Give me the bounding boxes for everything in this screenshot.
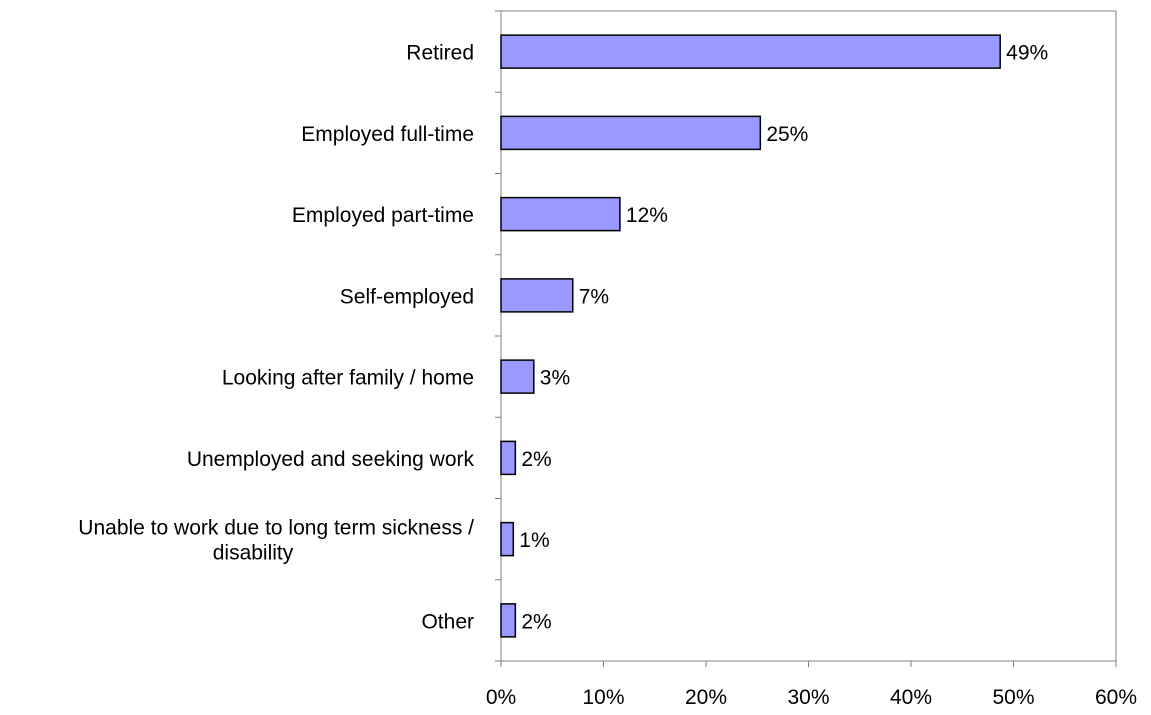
- data-label: 2%: [521, 610, 551, 633]
- data-label: 3%: [540, 367, 570, 390]
- data-label: 1%: [519, 529, 549, 552]
- bar: [500, 278, 574, 313]
- x-tick-label: 50%: [992, 686, 1034, 709]
- category-label: Employed part-time: [292, 204, 474, 227]
- bar: [500, 196, 621, 232]
- x-tick-label: 10%: [582, 686, 624, 709]
- category-label: Unemployed and seeking work: [187, 448, 475, 471]
- x-tick-label: 40%: [890, 686, 932, 709]
- category-label: Other: [421, 610, 474, 633]
- bar: [500, 603, 517, 638]
- data-label: 25%: [766, 123, 808, 146]
- x-tick-label: 20%: [685, 686, 727, 709]
- bar: [500, 440, 517, 476]
- category-label: Unable to work due to long term sickness…: [78, 517, 474, 565]
- bar: [500, 359, 535, 394]
- category-label: Retired: [406, 42, 474, 65]
- x-tick-label: 30%: [787, 686, 829, 709]
- category-label: Looking after family / home: [222, 367, 474, 390]
- x-tick-label: 60%: [1095, 686, 1137, 709]
- category-label: Employed full-time: [301, 123, 474, 146]
- bar: [500, 115, 762, 151]
- x-tick-label: 0%: [486, 686, 516, 709]
- bar: [500, 521, 515, 557]
- category-label: Self-employed: [340, 285, 474, 308]
- data-label: 12%: [626, 204, 668, 227]
- data-label: 49%: [1006, 42, 1048, 65]
- data-label: 7%: [579, 285, 609, 308]
- bar: [500, 34, 1001, 69]
- data-label: 2%: [521, 448, 551, 471]
